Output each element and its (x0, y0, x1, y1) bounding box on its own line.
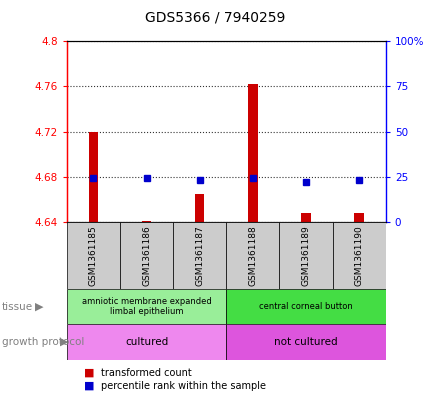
Bar (67, 324, 226, 360)
Text: ■: ■ (84, 367, 94, 378)
Text: ▶: ▶ (60, 337, 69, 347)
Bar (353, 213, 363, 222)
Bar (248, 84, 257, 222)
Bar (226, 222, 279, 289)
Text: not cultured: not cultured (273, 337, 337, 347)
Text: GSM1361189: GSM1361189 (301, 225, 310, 286)
Bar (332, 222, 385, 289)
Bar (279, 222, 332, 289)
Text: GSM1361186: GSM1361186 (142, 225, 150, 286)
Bar (194, 194, 204, 222)
Bar (89, 132, 98, 222)
Text: percentile rank within the sample: percentile rank within the sample (101, 381, 266, 391)
Text: tissue: tissue (2, 301, 33, 312)
Text: GSM1361187: GSM1361187 (195, 225, 204, 286)
Bar (226, 324, 385, 360)
Text: GSM1361190: GSM1361190 (354, 225, 363, 286)
Bar (301, 213, 310, 222)
Text: ■: ■ (84, 381, 94, 391)
Text: GDS5366 / 7940259: GDS5366 / 7940259 (145, 11, 285, 25)
Text: growth protocol: growth protocol (2, 337, 84, 347)
Text: central corneal button: central corneal button (258, 302, 352, 311)
Bar (67, 289, 226, 324)
Text: GSM1361185: GSM1361185 (89, 225, 98, 286)
Text: transformed count: transformed count (101, 367, 192, 378)
Bar (120, 222, 173, 289)
Text: ▶: ▶ (34, 301, 43, 312)
Bar (67, 222, 120, 289)
Bar (173, 222, 226, 289)
Text: cultured: cultured (125, 337, 168, 347)
Text: amniotic membrane expanded
limbal epithelium: amniotic membrane expanded limbal epithe… (81, 297, 211, 316)
Bar (226, 289, 385, 324)
Bar (141, 221, 151, 222)
Text: GSM1361188: GSM1361188 (248, 225, 257, 286)
